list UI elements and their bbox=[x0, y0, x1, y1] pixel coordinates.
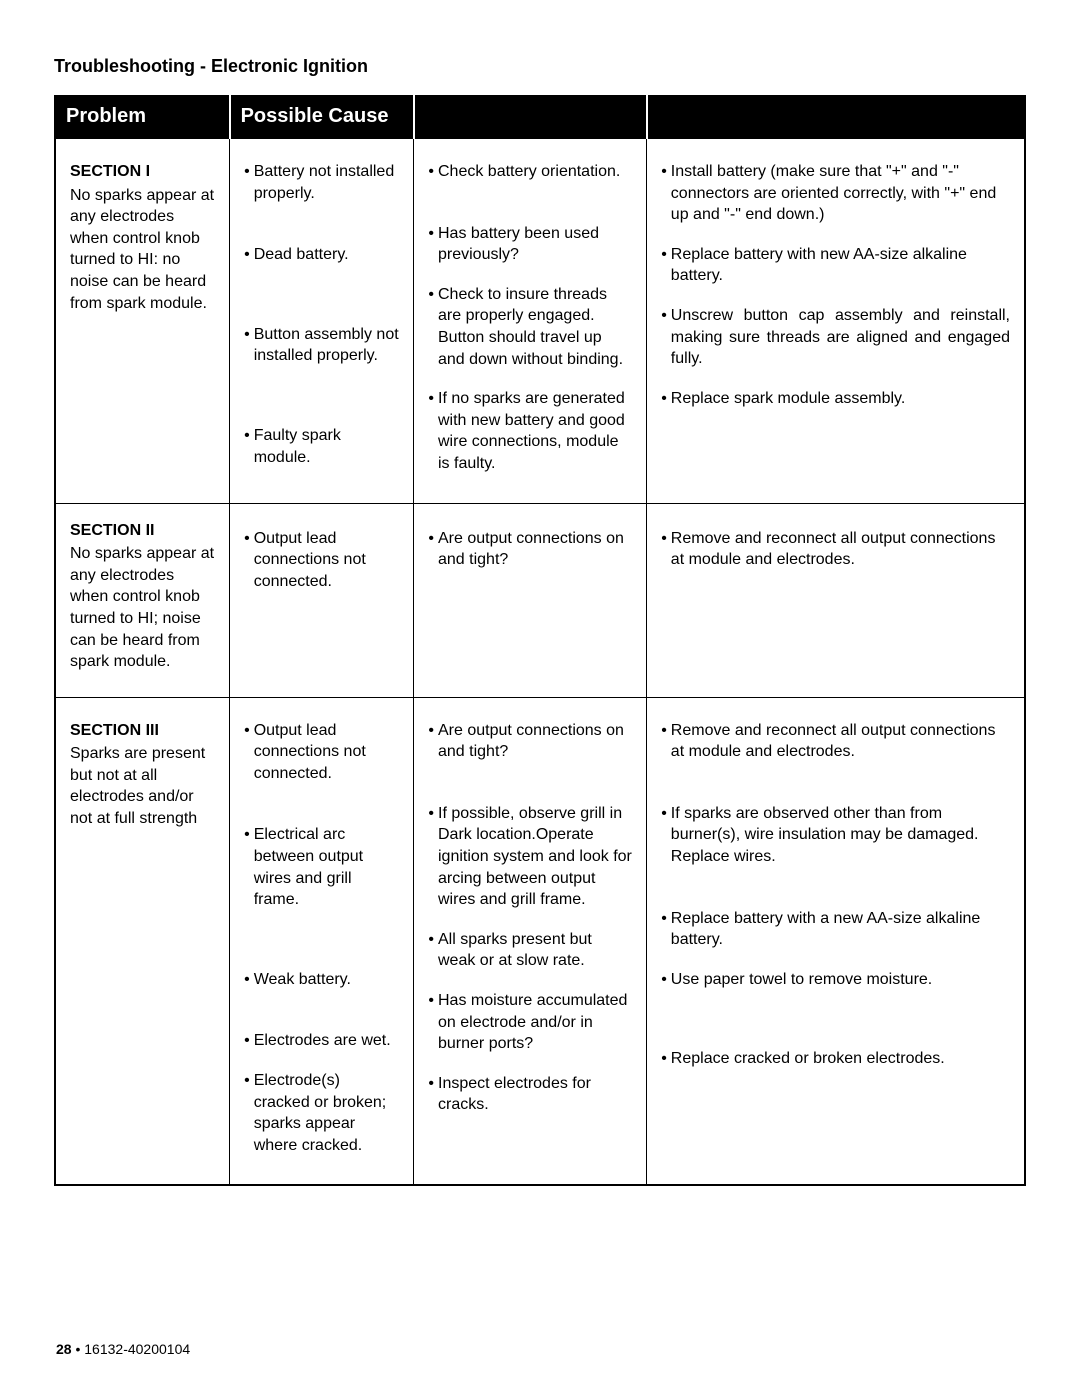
check-item: If possible, observe grill in Dark locat… bbox=[438, 803, 632, 911]
remedy-item: Remove and reconnect all output connecti… bbox=[671, 720, 1010, 763]
col-header-remedy bbox=[647, 96, 1025, 139]
page-title: Troubleshooting - Electronic Ignition bbox=[54, 56, 1026, 77]
cause-item: Output lead connections not connected. bbox=[254, 528, 400, 593]
table-header-row: Problem Possible Cause bbox=[55, 96, 1025, 139]
remedy-item: Replace battery with new AA-size alkalin… bbox=[671, 244, 1010, 287]
cause-item: Electrodes are wet. bbox=[254, 1030, 400, 1052]
remedy-item: Unscrew button cap assembly and reinstal… bbox=[671, 305, 1010, 370]
check-item: Check battery orientation. bbox=[438, 161, 632, 183]
remedy-item: Replace spark module assembly. bbox=[671, 388, 1010, 410]
cause-item: Electrode(s) cracked or broken; sparks a… bbox=[254, 1070, 400, 1156]
cell-remedy: •Remove and reconnect all output connect… bbox=[647, 503, 1025, 697]
col-header-check bbox=[414, 96, 647, 139]
problem-text: Sparks are present but not at all electr… bbox=[70, 743, 215, 829]
cell-cause: •Battery not installed properly. •Dead b… bbox=[230, 139, 414, 504]
col-header-cause: Possible Cause bbox=[230, 96, 414, 139]
remedy-item: Replace battery with a new AA-size alkal… bbox=[671, 908, 1010, 951]
remedy-item: Replace cracked or broken electrodes. bbox=[671, 1048, 1010, 1070]
cell-cause: •Output lead connections not connected. bbox=[230, 503, 414, 697]
problem-text: No sparks appear at any electrodes when … bbox=[70, 185, 215, 315]
cause-item: Battery not installed properly. bbox=[254, 161, 400, 204]
cause-item: Button assembly not installed properly. bbox=[254, 324, 400, 367]
section-heading: SECTION I bbox=[70, 161, 215, 183]
cause-item: Electrical arc between output wires and … bbox=[254, 824, 400, 910]
page-footer: 28 • 16132-40200104 bbox=[56, 1341, 190, 1357]
cell-check: •Are output connections on and tight? •I… bbox=[414, 697, 647, 1185]
troubleshooting-table: Problem Possible Cause SECTION I No spar… bbox=[54, 95, 1026, 1186]
cell-remedy: •Remove and reconnect all output connect… bbox=[647, 697, 1025, 1185]
cell-problem: SECTION III Sparks are present but not a… bbox=[55, 697, 230, 1185]
cell-remedy: •Install battery (make sure that "+" and… bbox=[647, 139, 1025, 504]
cause-item: Dead battery. bbox=[254, 244, 400, 266]
remedy-item: If sparks are observed other than from b… bbox=[671, 803, 1010, 868]
check-item: Are output connections on and tight? bbox=[438, 528, 632, 571]
cell-check: •Are output connections on and tight? bbox=[414, 503, 647, 697]
check-item: All sparks present but weak or at slow r… bbox=[438, 929, 632, 972]
problem-text: No sparks appear at any electrodes when … bbox=[70, 543, 215, 673]
check-item: Check to insure threads are properly eng… bbox=[438, 284, 632, 370]
section-heading: SECTION II bbox=[70, 520, 215, 542]
table-row: SECTION III Sparks are present but not a… bbox=[55, 697, 1025, 1185]
check-item: Inspect electrodes for cracks. bbox=[438, 1073, 632, 1116]
footer-sep: • bbox=[72, 1341, 85, 1357]
check-item: If no sparks are generated with new batt… bbox=[438, 388, 632, 474]
cause-item: Weak battery. bbox=[254, 969, 400, 991]
table-row: SECTION I No sparks appear at any electr… bbox=[55, 139, 1025, 504]
remedy-item: Use paper towel to remove moisture. bbox=[671, 969, 1010, 991]
col-header-problem: Problem bbox=[55, 96, 230, 139]
page-number: 28 bbox=[56, 1341, 72, 1357]
section-heading: SECTION III bbox=[70, 720, 215, 742]
doc-code: 16132-40200104 bbox=[84, 1341, 190, 1357]
check-item: Are output connections on and tight? bbox=[438, 720, 632, 763]
cell-cause: •Output lead connections not connected. … bbox=[230, 697, 414, 1185]
check-item: Has battery been used previously? bbox=[438, 223, 632, 266]
remedy-item: Remove and reconnect all output connecti… bbox=[671, 528, 1010, 571]
check-item: Has moisture accumulated on electrode an… bbox=[438, 990, 632, 1055]
cell-check: •Check battery orientation. •Has battery… bbox=[414, 139, 647, 504]
cell-problem: SECTION I No sparks appear at any electr… bbox=[55, 139, 230, 504]
remedy-item: Install battery (make sure that "+" and … bbox=[671, 161, 1010, 226]
cause-item: Faulty spark module. bbox=[254, 425, 400, 468]
table-row: SECTION II No sparks appear at any elect… bbox=[55, 503, 1025, 697]
cell-problem: SECTION II No sparks appear at any elect… bbox=[55, 503, 230, 697]
cause-item: Output lead connections not connected. bbox=[254, 720, 400, 785]
